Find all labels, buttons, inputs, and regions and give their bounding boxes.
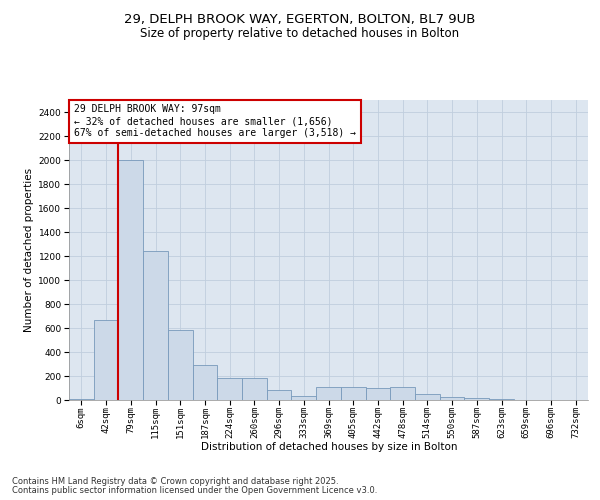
Bar [365, 388, 390, 400]
Bar [217, 378, 242, 400]
Bar [464, 398, 489, 400]
Bar [69, 399, 94, 400]
Y-axis label: Number of detached properties: Number of detached properties [24, 168, 34, 332]
Bar [267, 390, 292, 400]
Text: 29 DELPH BROOK WAY: 97sqm
← 32% of detached houses are smaller (1,656)
67% of se: 29 DELPH BROOK WAY: 97sqm ← 32% of detac… [74, 104, 356, 138]
Text: Distribution of detached houses by size in Bolton: Distribution of detached houses by size … [200, 442, 457, 452]
Bar [94, 320, 118, 400]
Text: Size of property relative to detached houses in Bolton: Size of property relative to detached ho… [140, 28, 460, 40]
Bar [390, 388, 415, 400]
Bar [316, 387, 341, 400]
Bar [292, 396, 316, 400]
Bar [118, 160, 143, 400]
Bar [143, 251, 168, 400]
Bar [193, 364, 217, 400]
Bar [440, 397, 464, 400]
Bar [341, 388, 365, 400]
Text: Contains public sector information licensed under the Open Government Licence v3: Contains public sector information licen… [12, 486, 377, 495]
Bar [415, 394, 440, 400]
Bar [168, 330, 193, 400]
Bar [242, 378, 267, 400]
Text: Contains HM Land Registry data © Crown copyright and database right 2025.: Contains HM Land Registry data © Crown c… [12, 478, 338, 486]
Text: 29, DELPH BROOK WAY, EGERTON, BOLTON, BL7 9UB: 29, DELPH BROOK WAY, EGERTON, BOLTON, BL… [124, 12, 476, 26]
